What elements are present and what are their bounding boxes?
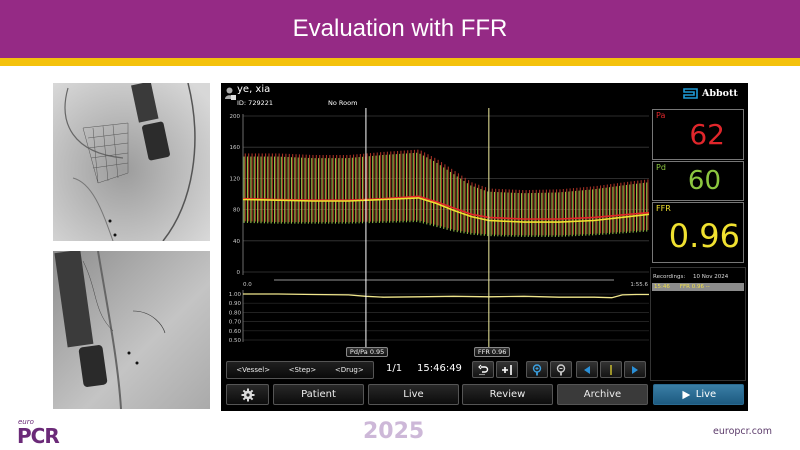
clock: 15:46:49	[417, 363, 462, 374]
pa-label: Pa	[656, 111, 666, 120]
angiography-image-top	[53, 83, 210, 241]
next-button[interactable]	[624, 361, 646, 378]
ratio-y-tick: 0.90	[229, 301, 242, 307]
zoom-out-icon	[556, 363, 566, 375]
arrow-right-icon	[632, 365, 638, 374]
previous-button[interactable]	[576, 361, 598, 378]
settings-button[interactable]	[226, 384, 269, 405]
patient-name: ye, xia	[237, 84, 271, 95]
arrow-left-icon	[584, 365, 590, 374]
abbott-logo: Abbott	[683, 88, 738, 99]
pdpa-ratio-line	[243, 293, 649, 299]
tag-selector[interactable]: <Vessel> <Step> <Drug>	[226, 361, 374, 379]
zoom-in-button[interactable]	[526, 361, 548, 378]
undo-button[interactable]	[472, 361, 494, 378]
ratio-y-tick: 0.80	[229, 310, 242, 316]
zoom-out-button[interactable]	[550, 361, 572, 378]
ffr-cursor-label[interactable]: FFR 0.96	[473, 347, 511, 357]
recordings-list: Recordings: 10 Nov 2024 15:46 FFR 0.96 -…	[652, 273, 744, 291]
undo-icon	[478, 364, 489, 375]
archive-button[interactable]: Archive	[557, 384, 648, 405]
pulsatile-waveform	[243, 149, 649, 237]
patient-id: ID: 729221	[237, 99, 273, 107]
pressure-y-tick: 160	[230, 145, 241, 151]
ratio-y-tick: 1.00	[229, 292, 242, 298]
drug-tag[interactable]: <Drug>	[334, 366, 364, 374]
pdpa-cursor-label[interactable]: Pd/Pa 0.95	[345, 347, 389, 357]
header-accent-band	[0, 58, 800, 66]
ffr-monitor-screen: ye, xia ID: 729221 No Room Abbott 0 40 80 1…	[221, 83, 748, 411]
live-tab-button[interactable]: Live	[368, 384, 459, 405]
ratio-y-tick: 0.50	[229, 338, 242, 344]
ffr-label: FFR	[656, 204, 671, 213]
pressure-y-tick: 80	[233, 208, 240, 214]
x-tick-end: 1:55.6	[630, 282, 648, 288]
ratio-y-tick: 0.60	[229, 329, 242, 335]
angiography-image-bottom	[53, 251, 210, 409]
ffr-value-box: FFR 0.96	[652, 202, 744, 263]
live-play-label: Live	[695, 389, 717, 400]
abbott-mark-icon	[683, 88, 698, 99]
recordings-date: 10 Nov 2024	[692, 274, 729, 280]
pd-value-box: Pd 60	[652, 161, 744, 201]
abbott-brand: Abbott	[702, 88, 738, 99]
pressure-y-tick: 40	[233, 239, 240, 245]
ratio-y-tick: 0.70	[229, 320, 242, 326]
x-tick-start: 0.0	[243, 282, 252, 288]
pd-value: 60	[687, 166, 721, 196]
patient-icon	[225, 87, 236, 100]
gear-icon	[241, 388, 254, 401]
slide-header: Evaluation with FFR	[0, 0, 800, 58]
review-button[interactable]: Review	[462, 384, 553, 405]
pd-label: Pd	[656, 163, 666, 172]
play-icon	[682, 390, 691, 399]
pa-value-box: Pa 62	[652, 109, 744, 160]
recording-text: FFR 0.96 --	[679, 284, 710, 290]
cursor-line-icon	[610, 364, 612, 375]
slide-title: Evaluation with FFR	[292, 15, 508, 42]
step-tag[interactable]: <Step>	[288, 366, 317, 374]
europcr-logo: PCR	[17, 424, 60, 448]
cursor-button[interactable]	[600, 361, 622, 378]
recordings-label: Recordings:	[653, 274, 686, 280]
recording-counter: 1/1	[386, 363, 403, 374]
pd-mean-line	[242, 197, 650, 223]
recordings-panel	[650, 267, 746, 381]
vessel-tag[interactable]: <Vessel>	[236, 366, 271, 374]
live-play-button[interactable]: Live	[653, 384, 744, 405]
ffr-value: 0.96	[668, 217, 740, 255]
add-marker-icon	[502, 364, 512, 375]
pressure-y-tick: 200	[230, 114, 241, 120]
add-marker-button[interactable]	[496, 361, 518, 378]
patient-room: No Room	[328, 99, 358, 107]
footer-year: 2025	[363, 419, 425, 444]
recording-time: 15:46	[654, 284, 670, 290]
recording-entry[interactable]: 15:46 FFR 0.96 --	[652, 283, 744, 291]
pressure-chart: 0 40 80 120 160 200 0.0 1:55.6 1.00 0.90 0.80 0.70 0…	[229, 108, 650, 347]
pressure-y-tick: 120	[230, 176, 241, 182]
zoom-in-icon	[532, 363, 542, 375]
patient-button[interactable]: Patient	[273, 384, 364, 405]
footer-url: europcr.com	[713, 426, 772, 437]
pressure-y-tick: 0	[237, 270, 241, 276]
europcr-logo-small: euro	[18, 418, 34, 426]
pa-value: 62	[689, 118, 725, 151]
